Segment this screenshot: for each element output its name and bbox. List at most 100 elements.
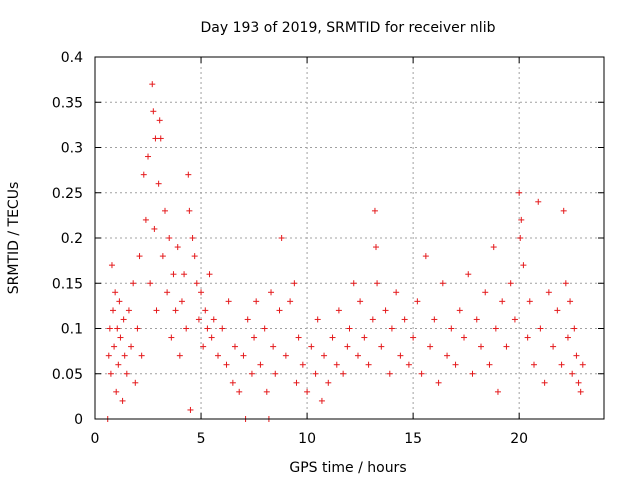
data-point [120, 316, 127, 323]
data-point [202, 307, 209, 314]
data-point [105, 352, 112, 359]
data-point [503, 343, 510, 350]
data-point [346, 325, 353, 332]
y-tick-label: 0.35 [52, 95, 83, 111]
data-point [486, 361, 493, 368]
data-point [567, 298, 574, 305]
data-point [335, 307, 342, 314]
data-point [174, 244, 181, 251]
data-point [151, 225, 158, 232]
data-point [308, 343, 315, 350]
data-point [520, 262, 527, 269]
data-point [140, 171, 147, 178]
data-point [200, 343, 207, 350]
data-point [573, 352, 580, 359]
data-point [229, 379, 236, 386]
data-point [189, 235, 196, 241]
data-point [293, 379, 300, 386]
data-point [210, 316, 217, 323]
data-point [304, 388, 311, 395]
data-point [554, 307, 561, 314]
data-point [107, 370, 114, 377]
x-tick-label: 15 [404, 431, 422, 447]
data-point [435, 379, 442, 386]
data-point [494, 388, 501, 395]
data-point [511, 316, 518, 323]
data-point [164, 289, 171, 296]
data-point [125, 307, 132, 314]
data-point [535, 198, 542, 205]
data-point [231, 343, 238, 350]
data-point [575, 379, 582, 386]
data-point [456, 307, 463, 314]
y-tick-label: 0.05 [52, 367, 83, 383]
data-point [170, 271, 177, 278]
data-point [208, 334, 215, 341]
data-point [178, 298, 185, 305]
y-tick-label: 0.25 [52, 186, 83, 202]
data-point [482, 289, 489, 296]
x-tick-label: 5 [197, 431, 206, 447]
data-point [206, 271, 213, 278]
data-point [193, 280, 200, 287]
data-point [130, 280, 137, 287]
data-point [418, 370, 425, 377]
data-point [562, 280, 569, 287]
tick-marks [94, 56, 604, 420]
data-point [134, 325, 141, 332]
y-tick-label: 0.4 [61, 50, 83, 66]
data-point [393, 289, 400, 296]
y-tick-label: 0.15 [52, 276, 83, 292]
data-point [571, 325, 578, 332]
data-point [257, 361, 264, 368]
data-point [225, 298, 232, 305]
data-point [121, 352, 128, 359]
data-point [318, 397, 325, 404]
data-point [465, 271, 472, 278]
data-point [473, 316, 480, 323]
data-point [344, 343, 351, 350]
data-point [558, 361, 565, 368]
data-point [469, 370, 476, 377]
x-tick-label: 0 [91, 431, 100, 447]
data-point [524, 334, 531, 341]
data-point [117, 334, 124, 341]
data-point [325, 379, 332, 386]
chart-title: Day 193 of 2019, SRMTID for receiver nli… [201, 20, 496, 36]
data-point [492, 325, 499, 332]
data-point [198, 289, 205, 296]
data-point [116, 298, 123, 305]
data-point [374, 280, 381, 287]
data-point [155, 180, 162, 187]
data-point [499, 298, 506, 305]
y-tick-labels: 0 0.05 0.1 0.15 0.2 0.25 0.3 0.35 0.4 [52, 50, 83, 428]
data-point [166, 235, 173, 241]
data-point [545, 289, 552, 296]
data-point [186, 207, 193, 214]
data-point [185, 171, 192, 178]
data-point [422, 253, 429, 260]
data-point [263, 388, 270, 395]
data-point [427, 343, 434, 350]
data-point [111, 343, 118, 350]
data-point [386, 370, 393, 377]
data-point [161, 207, 168, 214]
data-point [365, 361, 372, 368]
data-point [439, 280, 446, 287]
data-point [113, 388, 120, 395]
data-point [291, 280, 298, 287]
x-axis-label: GPS time / hours [289, 460, 406, 476]
data-point [526, 298, 533, 305]
data-point [490, 244, 497, 251]
data-point [414, 298, 421, 305]
data-point [132, 379, 139, 386]
data-point [272, 370, 279, 377]
data-point [550, 343, 557, 350]
data-point [579, 361, 586, 368]
data-point [382, 307, 389, 314]
data-point [282, 352, 289, 359]
data-point [219, 325, 226, 332]
data-point [145, 153, 152, 160]
data-point [299, 361, 306, 368]
